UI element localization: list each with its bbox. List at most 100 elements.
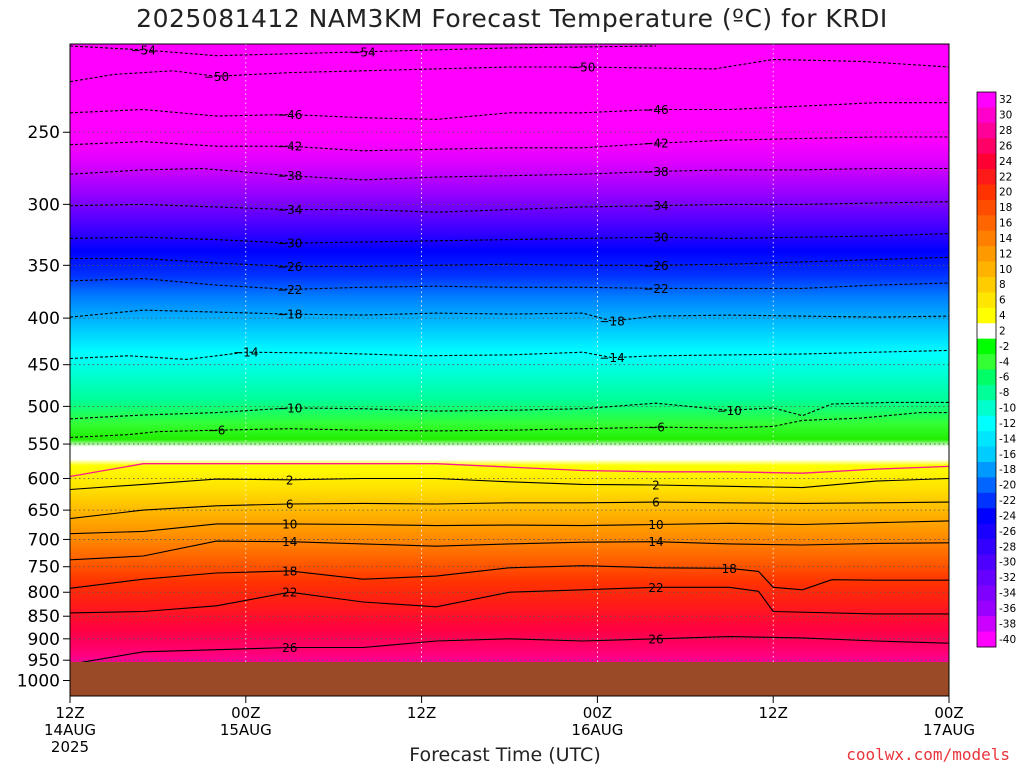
contour-label: −30: [643, 231, 668, 245]
contour-label: −54: [131, 43, 156, 57]
colorbar-swatch: [977, 92, 996, 108]
colorbar-swatch: [977, 292, 996, 309]
contour-label: −38: [643, 165, 668, 179]
colorbar-swatch: [977, 492, 996, 509]
colorbar-label: 6: [999, 295, 1006, 307]
y-tick-label: 650: [28, 501, 60, 521]
contour-line: [70, 520, 949, 535]
contour-label: −26: [643, 259, 668, 273]
contour-line: [80, 636, 949, 662]
contour-label: −54: [350, 45, 375, 59]
contour-line: [70, 412, 949, 439]
contour-label: 26: [648, 632, 663, 646]
contour-label: 18: [282, 564, 297, 578]
y-tick-label: 950: [28, 651, 60, 671]
colorbar-label: -2: [999, 341, 1009, 353]
y-tick-label: 1000: [17, 671, 60, 691]
contour-line: [70, 349, 949, 360]
colorbar-swatch: [977, 169, 996, 185]
colorbar-swatch: [977, 446, 996, 463]
colorbar-label: -34: [999, 588, 1016, 600]
colorbar-swatch: [977, 153, 996, 170]
x-tick-label: 00Z: [583, 704, 612, 722]
contour-line: [70, 58, 949, 83]
colorbar-label: 18: [999, 202, 1012, 214]
colorbar-swatch: [977, 554, 996, 571]
colorbar-label: -24: [999, 510, 1016, 522]
x-tick-label: 00Z: [231, 704, 260, 722]
credit-link[interactable]: coolwx.com/models: [846, 745, 1010, 764]
contour-line: [70, 586, 949, 615]
colorbar-label: -30: [999, 557, 1016, 569]
contour-label: −42: [277, 140, 302, 154]
y-tick-label: 750: [28, 558, 60, 578]
colorbar-label: 20: [999, 187, 1012, 199]
contour-line: [70, 136, 949, 152]
colorbar-label: 2: [999, 325, 1006, 337]
colorbar-swatch: [977, 431, 996, 447]
y-tick-label: 450: [28, 356, 60, 376]
colorbar-swatch: [977, 230, 996, 247]
colorbar-label: 22: [999, 171, 1012, 183]
colorbar-swatch: [977, 199, 996, 216]
colorbar-frame: [976, 91, 997, 648]
y-tick-label: 700: [28, 530, 60, 550]
colorbar-label: 28: [999, 125, 1012, 137]
x-tick-label: 14AUG: [44, 721, 96, 739]
contour-line: [70, 167, 949, 181]
colorbar-label: -32: [999, 572, 1016, 584]
colorbar-swatch: [977, 122, 996, 139]
y-tick-label: 500: [28, 397, 60, 417]
contour-label: 6: [652, 496, 660, 510]
colorbar-label: -6: [999, 372, 1010, 384]
chart-title: 2025081412 NAM3KM Forecast Temperature (…: [136, 4, 888, 33]
contour-line: [70, 278, 949, 290]
colorbar-swatch: [977, 246, 996, 262]
contour-line: [70, 256, 949, 267]
contour-line: [70, 309, 949, 322]
contour-label: −46: [643, 103, 668, 117]
x-tick-label: 12Z: [759, 704, 788, 722]
contour-label: 2: [652, 479, 660, 493]
contour-layer: −54 −54 −50 −50 −46 −46 −42 −42 −38 −38 −34 −34 −30 −…: [70, 43, 949, 662]
colorbar-label: 32: [999, 94, 1012, 106]
contour-label: 2: [286, 473, 294, 487]
contour-line: [70, 477, 949, 491]
x-tick-label: 12Z: [55, 704, 84, 722]
colorbar-swatch: [977, 400, 996, 417]
contour-line: [70, 45, 657, 57]
contour-label: 10: [648, 518, 663, 532]
colorbar-label: 8: [999, 279, 1006, 291]
colorbar-swatch: [977, 307, 996, 324]
y-tick-label: 900: [28, 630, 60, 650]
colorbar-swatch: [977, 477, 996, 494]
colorbar-label: -12: [999, 418, 1016, 430]
y-tick-label: 800: [28, 583, 60, 603]
contour-line: [70, 102, 949, 120]
colorbar-swatch: [977, 462, 996, 478]
colorbar-swatch: [977, 215, 996, 232]
contour-line: [70, 501, 949, 520]
colorbar-label: 14: [999, 233, 1013, 245]
contour-line: [70, 463, 949, 478]
colorbar-label: 30: [999, 110, 1012, 122]
colorbar-label: 16: [999, 218, 1013, 230]
colorbar-swatch: [977, 184, 996, 201]
contour-line: [70, 401, 949, 420]
contour-label: −6: [208, 424, 226, 438]
x-tick-label: 15AUG: [220, 721, 272, 739]
x-tick-label: 12Z: [407, 704, 436, 722]
contour-line: [70, 233, 949, 244]
contour-label: 26: [282, 641, 297, 655]
colorbar-label: 26: [999, 140, 1013, 152]
colorbar-label: 10: [999, 264, 1012, 276]
contour-label: −14: [599, 351, 624, 365]
ground-surface: [70, 662, 949, 696]
colorbar-label: -16: [999, 449, 1016, 461]
colorbar-swatch: [977, 569, 996, 586]
contour-label: 14: [648, 535, 663, 549]
grid-lines: [70, 44, 949, 666]
contour-label: −6: [647, 421, 665, 435]
